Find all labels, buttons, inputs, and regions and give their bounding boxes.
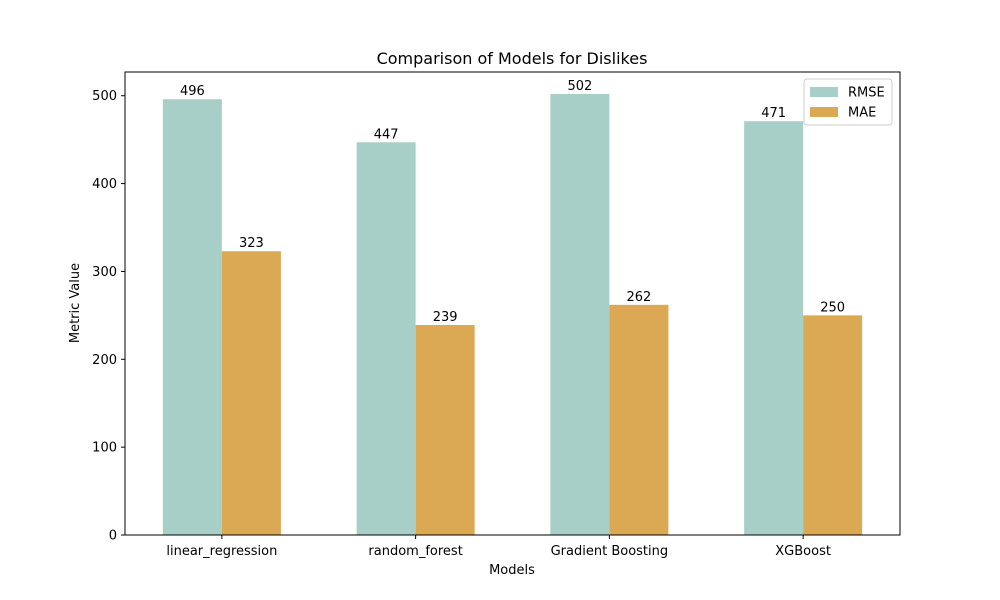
- x-tick-label-3: XGBoost: [775, 544, 831, 559]
- y-tick-label-3: 300: [92, 265, 117, 280]
- bar-mae-1: [415, 325, 475, 535]
- y-tick-label-1: 100: [92, 441, 117, 456]
- axes-layer: 0 100 200 300 400 500 linear_regression random_…: [92, 71, 901, 559]
- data-label-mae-1: 239: [433, 310, 458, 325]
- bar-rmse-0: [162, 99, 222, 535]
- bar-mae-2: [609, 304, 669, 535]
- y-axis-label: Metric Value: [68, 263, 83, 343]
- plot-frame: [124, 71, 901, 536]
- chart-title: Comparison of Models for Dislikes: [377, 49, 648, 68]
- bar-mae-0: [221, 251, 281, 535]
- y-tick-label-4: 400: [92, 177, 117, 192]
- data-label-mae-2: 262: [626, 290, 651, 305]
- legend: RMSE MAE: [803, 78, 893, 126]
- legend-swatch-rmse: [810, 87, 838, 97]
- bar-rmse-2: [550, 93, 610, 536]
- bar-rmse-3: [744, 121, 804, 535]
- x-tick-label-0: linear_regression: [166, 544, 277, 559]
- bars-layer: [162, 93, 863, 536]
- x-tick-label-2: Gradient Boosting: [551, 544, 669, 559]
- data-label-rmse-3: 471: [761, 106, 786, 121]
- y-tick-label-0: 0: [109, 529, 117, 544]
- data-labels-layer: 496 323 447 239 502 262 471 250: [180, 79, 845, 325]
- bar-rmse-1: [356, 142, 416, 535]
- legend-label-mae: MAE: [848, 106, 876, 121]
- data-label-mae-0: 323: [239, 236, 264, 251]
- bar-mae-3: [803, 315, 863, 535]
- data-label-rmse-1: 447: [374, 127, 399, 142]
- x-tick-label-1: random_forest: [368, 544, 462, 559]
- data-label-rmse-0: 496: [180, 84, 205, 99]
- y-tick-label-2: 200: [92, 353, 117, 368]
- data-label-mae-3: 250: [820, 300, 845, 315]
- legend-label-rmse: RMSE: [848, 86, 885, 101]
- data-label-rmse-2: 502: [567, 79, 592, 94]
- x-axis-label: Models: [489, 563, 535, 578]
- y-tick-label-5: 500: [92, 89, 117, 104]
- legend-swatch-mae: [810, 107, 838, 117]
